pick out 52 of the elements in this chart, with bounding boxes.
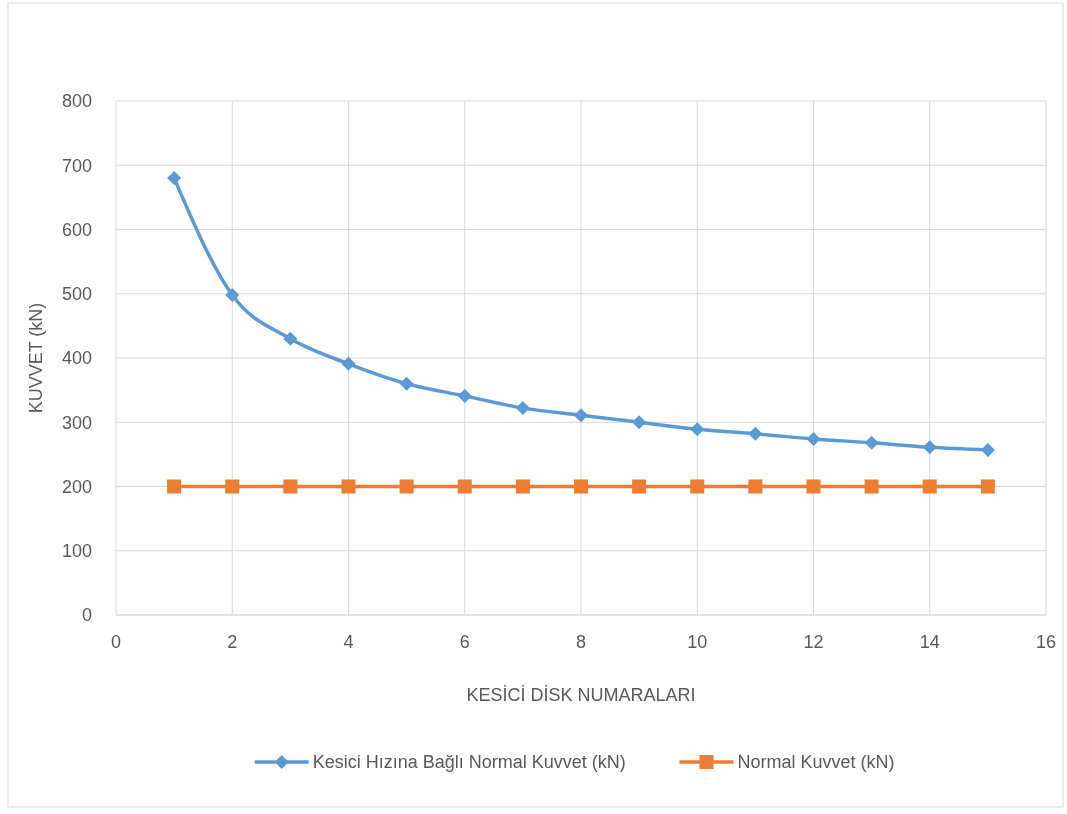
y-tick-label: 0 [81,605,92,626]
y-tick-label: 500 [61,284,92,305]
x-tick-label: 14 [919,632,940,652]
point [341,356,356,371]
y-tick-label: 700 [61,155,92,176]
x-tick-label: 2 [227,632,238,652]
point [167,479,182,494]
y-tick-label: 100 [61,541,92,562]
x-tick-label: 0 [110,632,122,652]
point [806,479,821,494]
point [283,479,298,494]
x-tick-label: 6 [459,632,470,652]
point [225,479,240,494]
x-tick-label: 12 [803,632,824,652]
point [864,435,879,450]
x-tick-label: 4 [343,632,354,652]
point [515,401,530,416]
point [457,479,472,494]
y-tick-label: 800 [61,91,92,112]
point [515,479,530,494]
y-tick-label: 300 [61,412,92,433]
point [980,442,995,457]
point [864,479,879,494]
point [457,388,472,403]
point [574,479,588,494]
y-tick-label: 200 [61,476,92,497]
x-tick-label: 16 [1035,632,1057,652]
point [341,479,356,494]
point [922,479,937,494]
legend-label: Normal Kuvvet (kN) [737,752,895,773]
point [399,479,414,494]
x-tick-label: 8 [575,632,587,652]
point [690,422,705,437]
y-axis-title: KUVVET (kN) [26,302,46,414]
legend-label: Kesici Hızına Bağlı Normal Kuvvet (kN) [312,752,626,773]
x-axis-title: KESİCİ DİSK NUMARALARI [466,685,696,705]
point [806,431,821,446]
point [574,408,588,423]
point [922,440,937,455]
y-tick-label: 600 [61,219,92,240]
point [225,288,240,303]
point [748,426,763,441]
point [748,479,763,494]
x-tick-label: 10 [687,632,708,652]
point [632,479,647,494]
point [632,415,647,430]
point [690,479,705,494]
y-tick-label: 400 [61,348,92,369]
point [980,479,995,494]
point [399,376,414,391]
point [283,331,298,346]
point [167,171,182,186]
